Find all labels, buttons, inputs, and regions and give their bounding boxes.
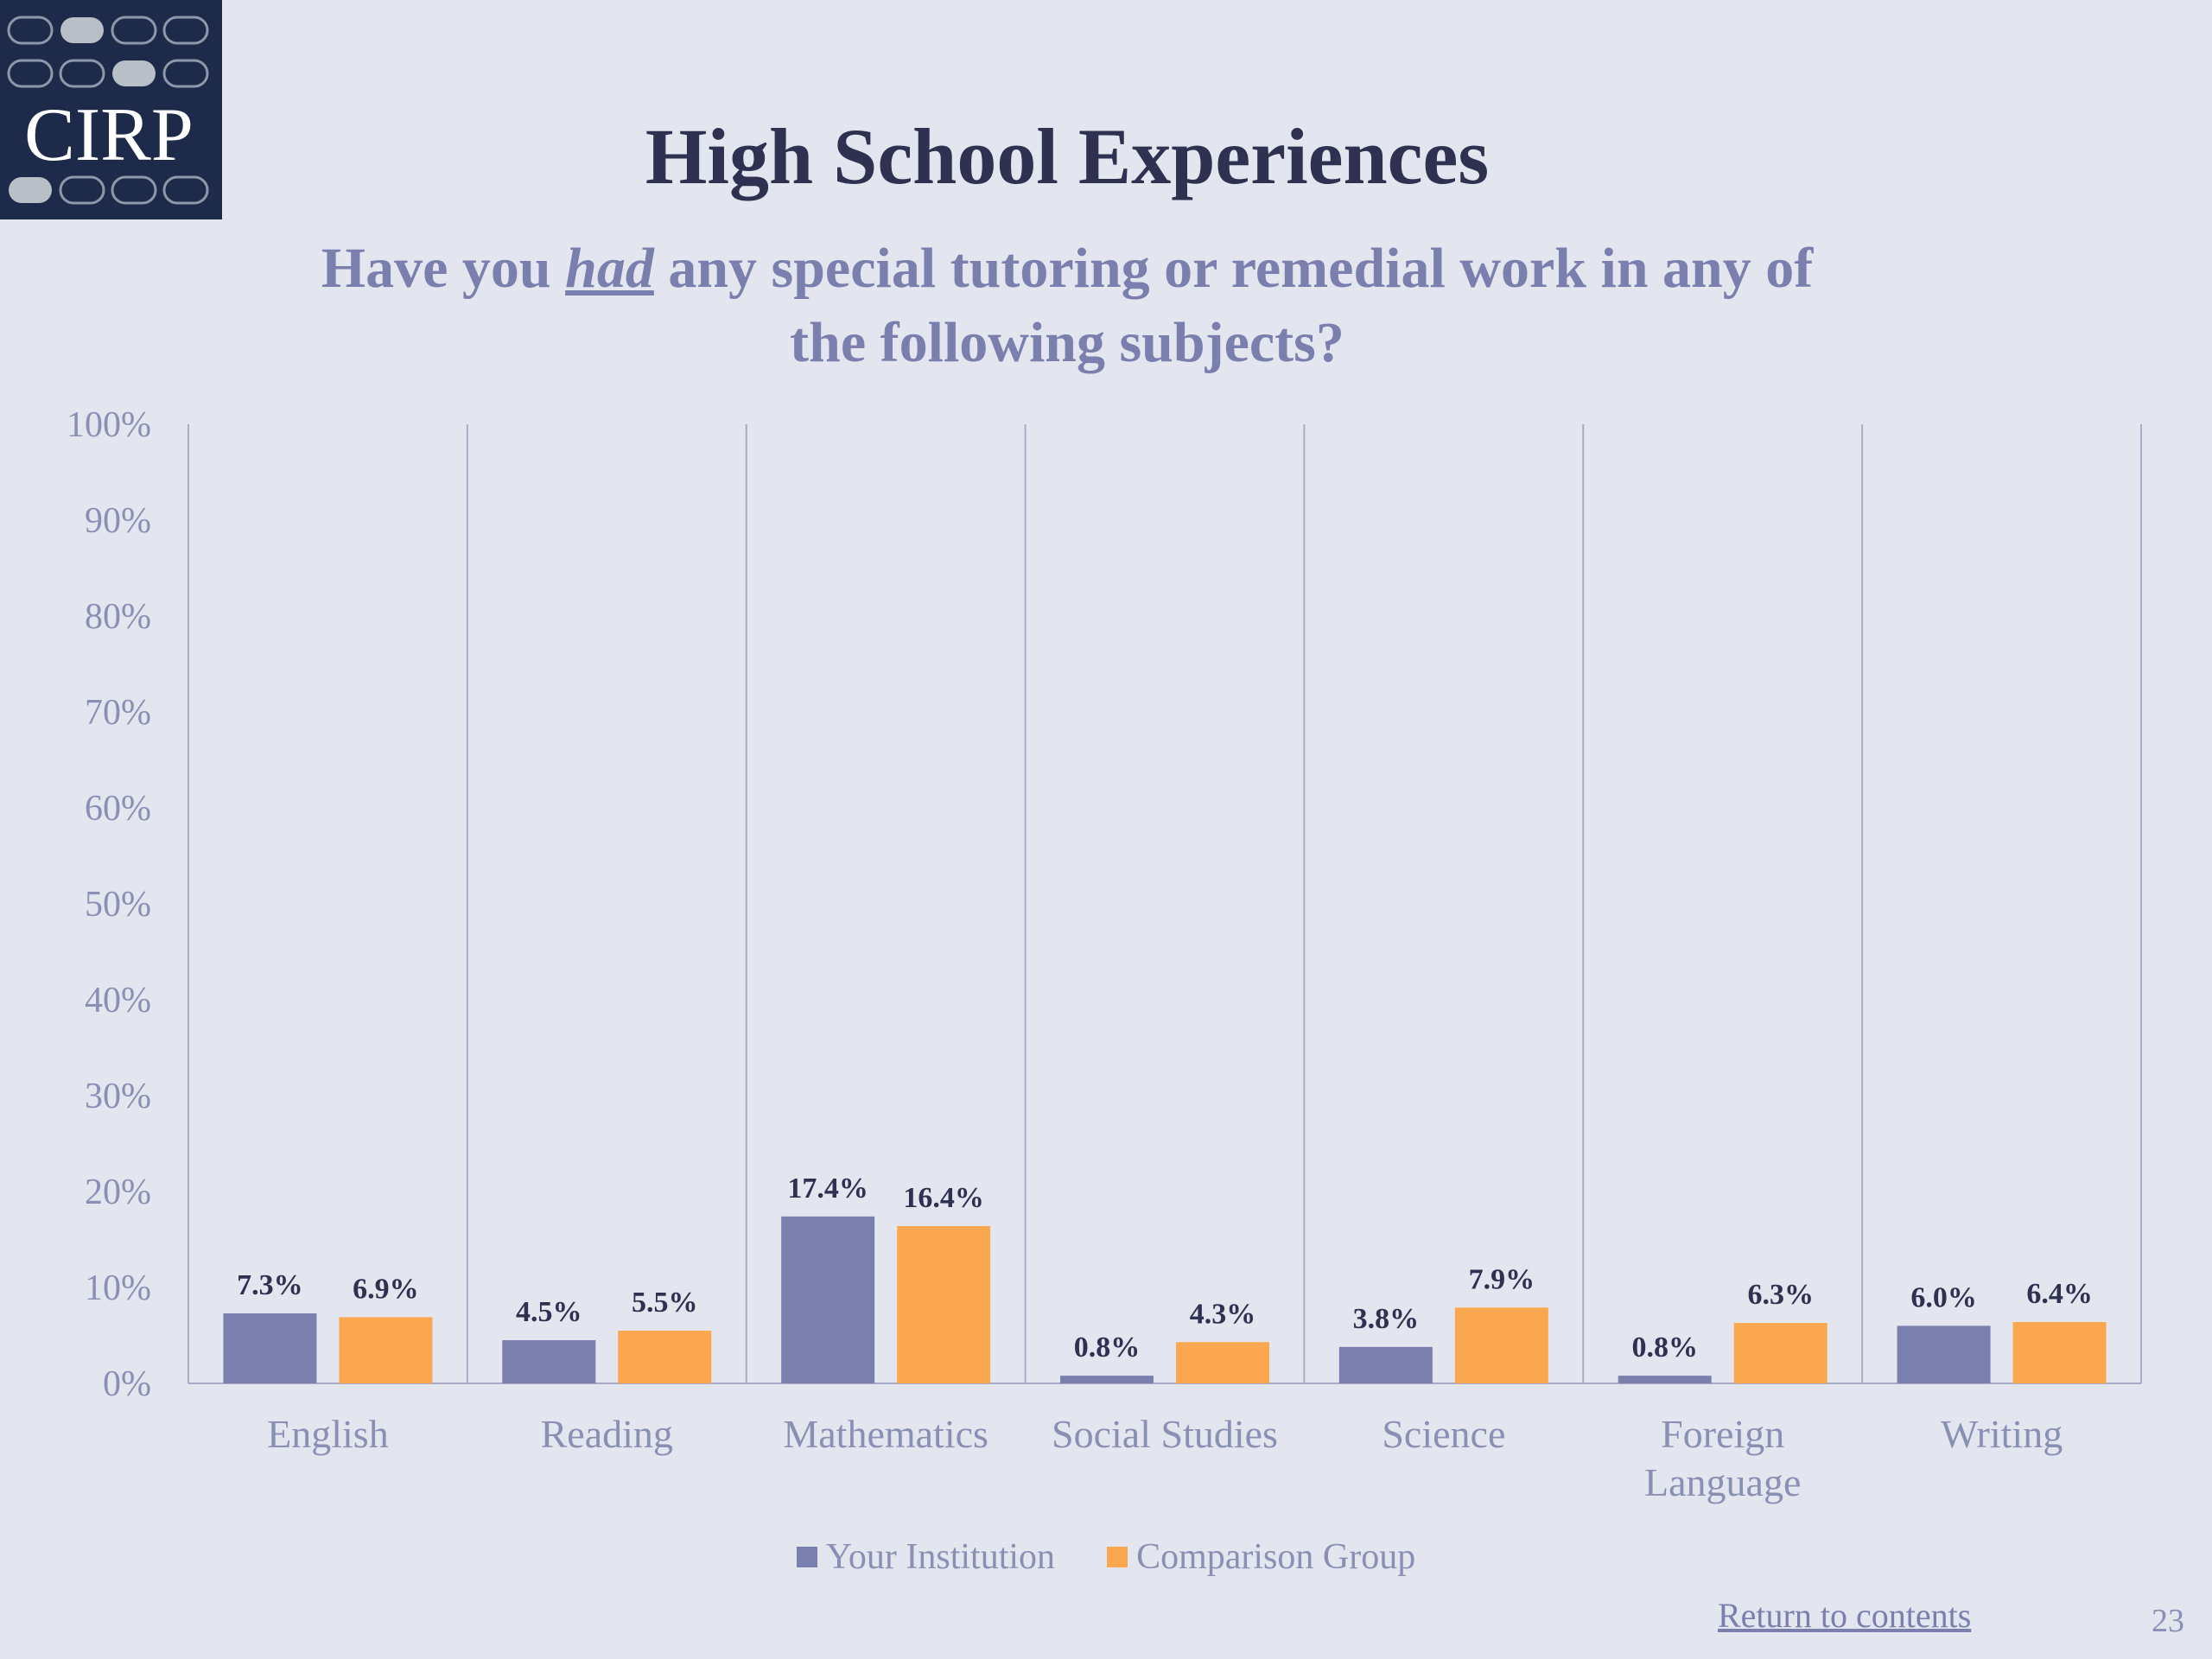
x-tick-label: Foreign Language (1644, 1412, 1801, 1504)
x-tick-label: Writing (1941, 1412, 2063, 1456)
data-label: 0.8% (1074, 1332, 1141, 1363)
data-label: 6.9% (353, 1273, 419, 1305)
data-label: 6.3% (1747, 1279, 1814, 1311)
bar (618, 1330, 712, 1383)
y-tick-label: 100% (67, 405, 151, 445)
x-tick-label: Social Studies (1052, 1412, 1278, 1456)
bar (1454, 1307, 1548, 1383)
data-label: 16.4% (903, 1182, 984, 1214)
data-label: 6.4% (2026, 1278, 2093, 1310)
y-tick-label: 60% (85, 789, 151, 829)
bar (502, 1340, 596, 1383)
data-label: 17.4% (787, 1173, 868, 1205)
bar (1338, 1346, 1433, 1383)
y-tick-label: 40% (85, 981, 151, 1020)
legend-swatch (1107, 1547, 1128, 1567)
data-label: 6.0% (1910, 1281, 1977, 1313)
x-tick-label: Reading (541, 1412, 673, 1456)
data-label: 4.3% (1190, 1298, 1256, 1330)
bar (1897, 1325, 1991, 1383)
page-title: High School Experiences (645, 112, 1490, 200)
page-number: 23 (2152, 1603, 2184, 1639)
bar (2012, 1321, 2107, 1383)
bar (1733, 1323, 1827, 1383)
bar (1060, 1376, 1154, 1383)
y-tick-label: 70% (85, 693, 151, 733)
y-tick-label: 10% (85, 1268, 151, 1308)
bar (781, 1216, 875, 1383)
x-tick-label: Science (1382, 1412, 1505, 1456)
data-label: 7.9% (1469, 1263, 1535, 1295)
data-label: 0.8% (1631, 1332, 1698, 1363)
chart-question: Have you had any special tutoring or rem… (285, 232, 1849, 380)
data-label: 3.8% (1353, 1303, 1420, 1335)
x-tick-label: English (267, 1412, 389, 1456)
svg-text:CIRP: CIRP (24, 93, 194, 177)
y-tick-label: 90% (85, 501, 151, 541)
legend-label: Comparison Group (1136, 1537, 1416, 1577)
bar (339, 1317, 433, 1383)
y-tick-label: 80% (85, 597, 151, 637)
legend-label: Your Institution (825, 1537, 1056, 1577)
return-to-contents-link[interactable]: Return to contents (1718, 1596, 1972, 1635)
data-label: 5.5% (632, 1287, 698, 1319)
x-tick-label: Mathematics (783, 1412, 988, 1456)
data-label: 7.3% (237, 1269, 303, 1301)
question-part-1: Have you (321, 237, 566, 300)
bar (1618, 1376, 1712, 1383)
legend-item-comparison-group: Comparison Group (1107, 1536, 1415, 1578)
question-part-2: any special tutoring or remedial work in… (653, 237, 1814, 374)
y-tick-label: 30% (85, 1077, 151, 1116)
legend-swatch (796, 1547, 817, 1567)
cirp-logo: CIRP (0, 0, 222, 219)
bar (223, 1313, 317, 1383)
data-label: 4.5% (516, 1296, 582, 1328)
bar (1176, 1342, 1269, 1383)
chart-legend: Your Institution Comparison Group (0, 1536, 2212, 1578)
y-tick-label: 20% (85, 1173, 151, 1212)
legend-item-your-institution: Your Institution (796, 1536, 1056, 1578)
y-tick-label: 50% (85, 885, 151, 925)
bar (897, 1225, 991, 1383)
y-tick-label: 0% (103, 1364, 151, 1404)
question-emphasis: had (565, 237, 654, 300)
